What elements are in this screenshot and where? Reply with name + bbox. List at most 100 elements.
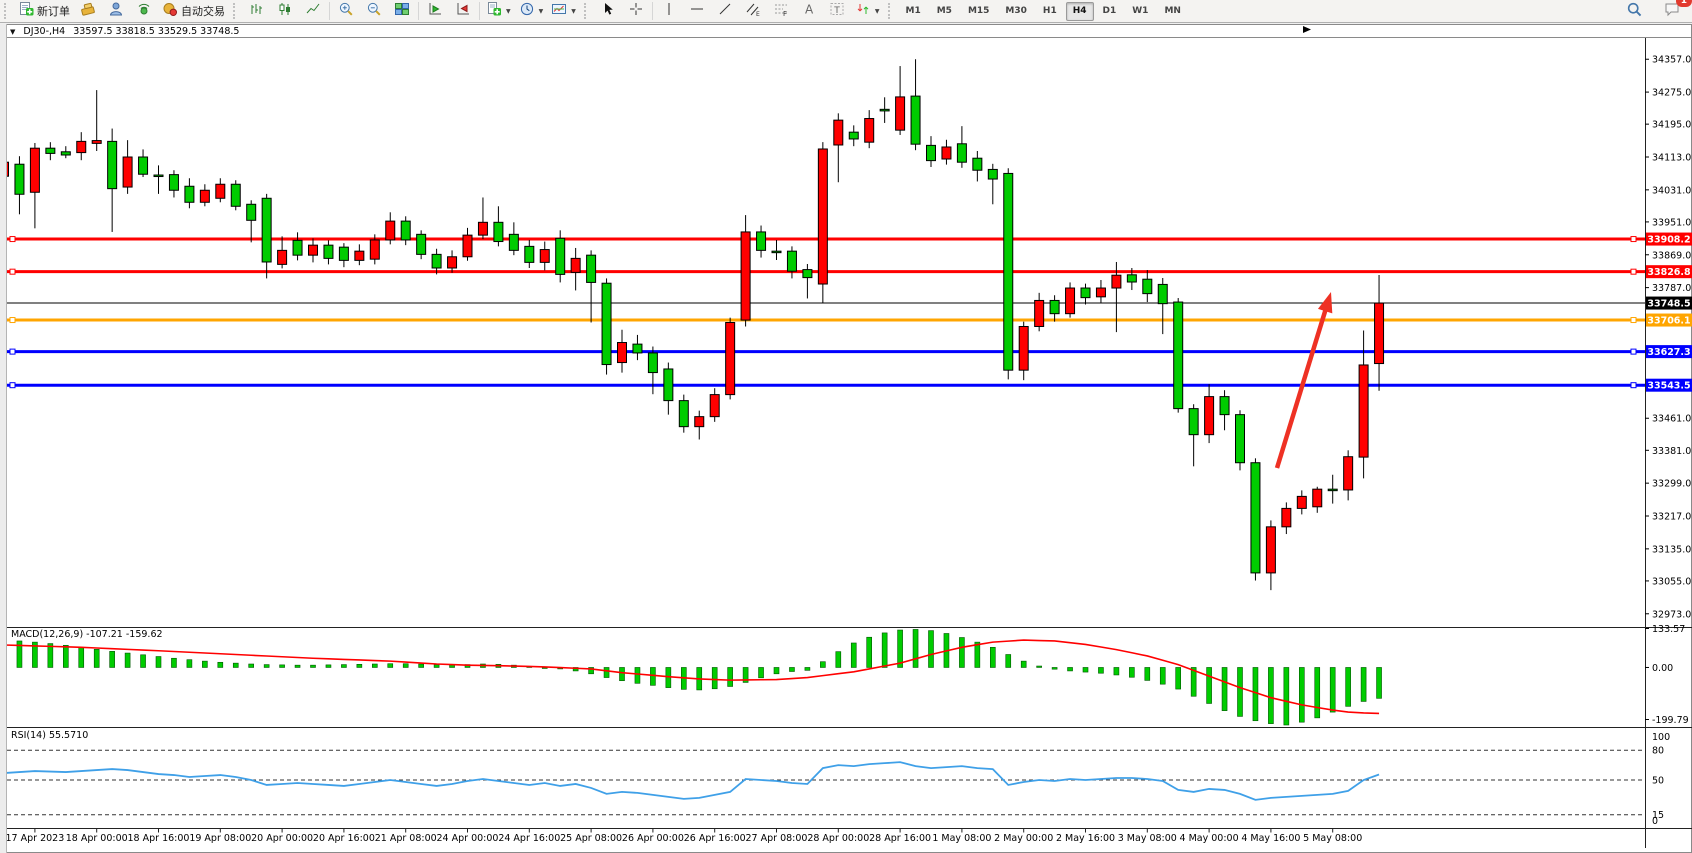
search-button[interactable] (1621, 0, 1647, 22)
macd-histogram-bar (1005, 654, 1012, 668)
candle (338, 243, 349, 268)
macd-histogram-bar (186, 659, 193, 668)
gold-button[interactable] (75, 0, 101, 22)
candle (817, 142, 828, 303)
timeframe-m1-button[interactable]: M1 (905, 5, 921, 16)
candle (462, 227, 473, 261)
price-badge-33706.1: 33706.1 (1646, 313, 1692, 327)
tile-windows-button[interactable] (389, 0, 415, 22)
macd-histogram-bar (804, 667, 811, 671)
price-tick-label: 33217.0 (1652, 512, 1691, 523)
templates-button[interactable]: ▼ (548, 0, 579, 22)
candle (14, 156, 25, 215)
candle (1065, 282, 1076, 318)
candle (261, 193, 272, 279)
candle (1157, 278, 1168, 335)
candle (926, 136, 936, 168)
text-label-button[interactable]: T (824, 0, 850, 22)
candle (1219, 390, 1230, 431)
auto-trading-button[interactable]: 自动交易 (159, 0, 228, 22)
horizontal-line-button[interactable] (684, 0, 710, 22)
candle (663, 362, 674, 415)
indicators-button[interactable]: ▼ (483, 0, 514, 22)
price-tick-label: 34031.0 (1652, 185, 1691, 196)
macd-histogram-bar (124, 652, 131, 668)
shapes-button[interactable]: ▼ (852, 0, 883, 22)
price-badge-33908.2: 33908.2 (1646, 232, 1692, 246)
channel-button[interactable]: E (740, 0, 766, 22)
price-tick-label: 33055.0 (1652, 576, 1691, 587)
macd-histogram-bar (727, 667, 733, 687)
zoom-group (332, 0, 416, 22)
timeframe-m5-button[interactable]: M5 (936, 5, 952, 16)
new-order-button[interactable]: 新订单 (15, 0, 73, 22)
chat-notification-badge: 1 (1675, 0, 1692, 7)
profile-icon (108, 1, 124, 21)
candle (292, 232, 303, 261)
time-tick-label: 27 Apr 08:00 (746, 833, 808, 844)
line-anchor-handle (9, 317, 16, 324)
candle (1204, 384, 1215, 444)
candle (864, 110, 875, 149)
hline-33543.5[interactable] (7, 382, 1645, 389)
chart-shift-marker[interactable] (1303, 26, 1311, 33)
trend-arrow-annotation[interactable] (1274, 292, 1333, 469)
candle (91, 90, 102, 151)
candle (802, 263, 813, 299)
fibonacci-button[interactable]: F (768, 0, 794, 22)
candle (431, 248, 442, 275)
candle (1374, 275, 1385, 391)
price-tick-label: 33381.0 (1652, 446, 1691, 457)
crosshair-button[interactable] (623, 0, 649, 22)
candle (1296, 490, 1307, 515)
timeframe-m30-button[interactable]: M30 (1005, 5, 1027, 16)
text-button[interactable]: A (796, 0, 822, 22)
chart-ohlc-values: 33597.5 33818.5 33529.5 33748.5 (73, 26, 240, 37)
signal-icon (136, 1, 152, 21)
trendline-button[interactable] (712, 0, 738, 22)
candle (601, 278, 612, 375)
hline-33627.3[interactable] (7, 348, 1645, 355)
candle (570, 247, 581, 291)
price-badge-33826.8: 33826.8 (1646, 265, 1692, 279)
vertical-line-button[interactable] (656, 0, 682, 22)
bar-chart-button[interactable] (244, 0, 270, 22)
signal-button[interactable] (131, 0, 157, 22)
timeframe-h4-button[interactable]: H4 (1065, 1, 1094, 21)
timeframe-m15-button[interactable]: M15 (967, 5, 990, 16)
time-tick-label: 2 May 16:00 (1056, 833, 1115, 844)
candle (1343, 450, 1354, 501)
price-tick-label: 33135.0 (1652, 544, 1691, 555)
timeframe-w1-button[interactable]: W1 (1132, 5, 1149, 16)
line-chart-button[interactable] (300, 0, 326, 22)
symbol-collapse-icon[interactable]: ▼ (10, 27, 16, 36)
chat-button[interactable]: 1 (1659, 0, 1692, 22)
periods-button[interactable]: ▼ (516, 0, 547, 22)
zoom-in-button[interactable] (333, 0, 359, 22)
zoom-in-icon (338, 1, 354, 21)
candle (910, 59, 921, 151)
timeframe-h1-button[interactable]: H1 (1042, 5, 1057, 16)
macd-histogram-bar (1206, 667, 1212, 704)
search-icon (1626, 1, 1643, 22)
auto-scroll-button[interactable] (422, 0, 448, 22)
svg-text:F: F (783, 10, 787, 17)
chart-shift-button[interactable] (450, 0, 476, 22)
hline-33706.1[interactable] (7, 317, 1645, 324)
template-icon (551, 1, 567, 21)
profile-button[interactable] (103, 0, 129, 22)
macd-axis-label: 133.57 (1652, 624, 1685, 635)
macd-histogram-bar (325, 664, 332, 668)
macd-histogram-bar (758, 667, 764, 679)
macd-histogram-bar (78, 647, 85, 668)
zoom-out-button[interactable] (361, 0, 387, 22)
cursor-button[interactable] (595, 0, 621, 22)
price-axis: 34357.0 34275.0 34195.0 34113.0 34031.0 33951… (1645, 55, 1692, 620)
vertical-line-icon (661, 1, 677, 21)
timeframe-mn-button[interactable]: MN (1164, 5, 1181, 16)
chart-frame (0, 37, 1692, 848)
cursor-group (594, 0, 650, 22)
timeframe-d1-button[interactable]: D1 (1102, 5, 1117, 16)
price-tick-label: 33869.0 (1652, 250, 1691, 261)
candlestick-chart-button[interactable] (272, 0, 298, 22)
